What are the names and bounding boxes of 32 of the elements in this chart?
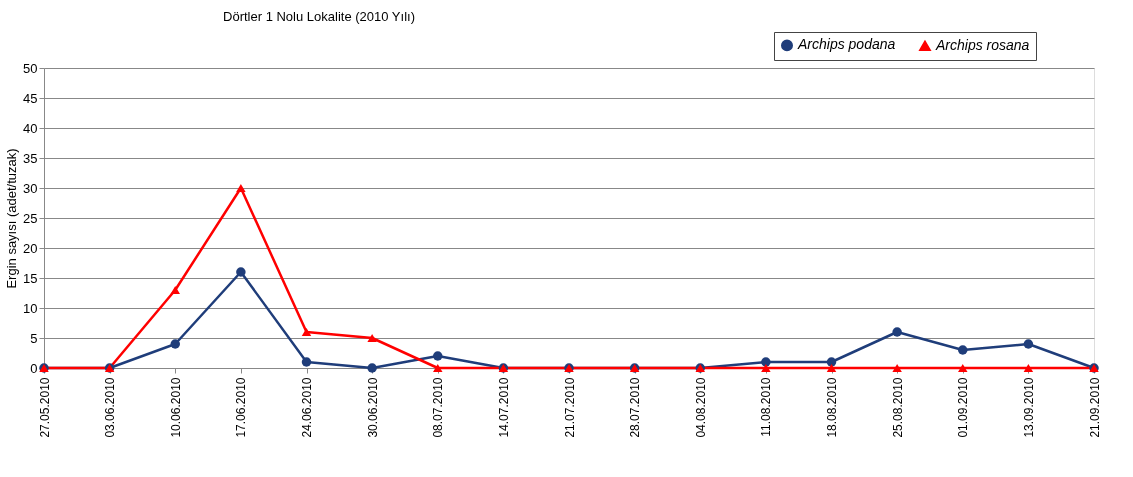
y-tick-label: 20 — [23, 240, 38, 256]
x-tick-label: 18.08.2010 — [825, 377, 839, 438]
y-tick-label: 35 — [23, 150, 38, 166]
x-tick-label: 03.06.2010 — [103, 377, 118, 438]
x-tick-label: 27.05.2010 — [37, 377, 52, 438]
x-tick-label: 17.06.2010 — [234, 377, 249, 438]
y-tick-label: 10 — [23, 300, 38, 316]
x-tick-label: 08.07.2010 — [431, 377, 446, 438]
y-axis-title: Ergin sayısı (adet/tuzak) — [4, 148, 20, 289]
x-tick-label: 10.06.2010 — [168, 377, 183, 438]
y-tick-label: 25 — [23, 210, 38, 226]
x-tick-label: 11.08.2010 — [759, 377, 774, 437]
y-tick-label: 30 — [23, 180, 38, 196]
legend-label: Archips podana — [797, 36, 896, 53]
x-tick-label: 21.07.2010 — [562, 377, 577, 438]
x-tick-label: 04.08.2010 — [693, 377, 708, 438]
x-tick-label: 25.08.2010 — [890, 377, 905, 438]
y-tick-label: 40 — [23, 120, 38, 136]
x-tick-label: 14.07.2010 — [496, 377, 511, 438]
y-tick-label: 5 — [30, 330, 38, 346]
y-tick-label: 15 — [23, 270, 38, 286]
x-tick-label: 30.06.2010 — [365, 377, 380, 438]
legend-label: Archips rosana — [935, 36, 1030, 53]
y-tick-label: 45 — [23, 90, 38, 106]
y-tick-label: 50 — [23, 60, 38, 76]
x-tick-label: 13.09.2010 — [1021, 377, 1036, 438]
x-tick-label: 21.09.2010 — [1087, 377, 1102, 438]
x-tick-label: 28.07.2010 — [628, 377, 643, 438]
chart-title: Dörtler 1 Nolu Lokalite (2010 Yılı) — [223, 8, 415, 24]
y-tick-label: 0 — [30, 360, 38, 376]
x-tick-label: 01.09.2010 — [956, 377, 971, 438]
x-tick-label: 24.06.2010 — [300, 377, 314, 438]
